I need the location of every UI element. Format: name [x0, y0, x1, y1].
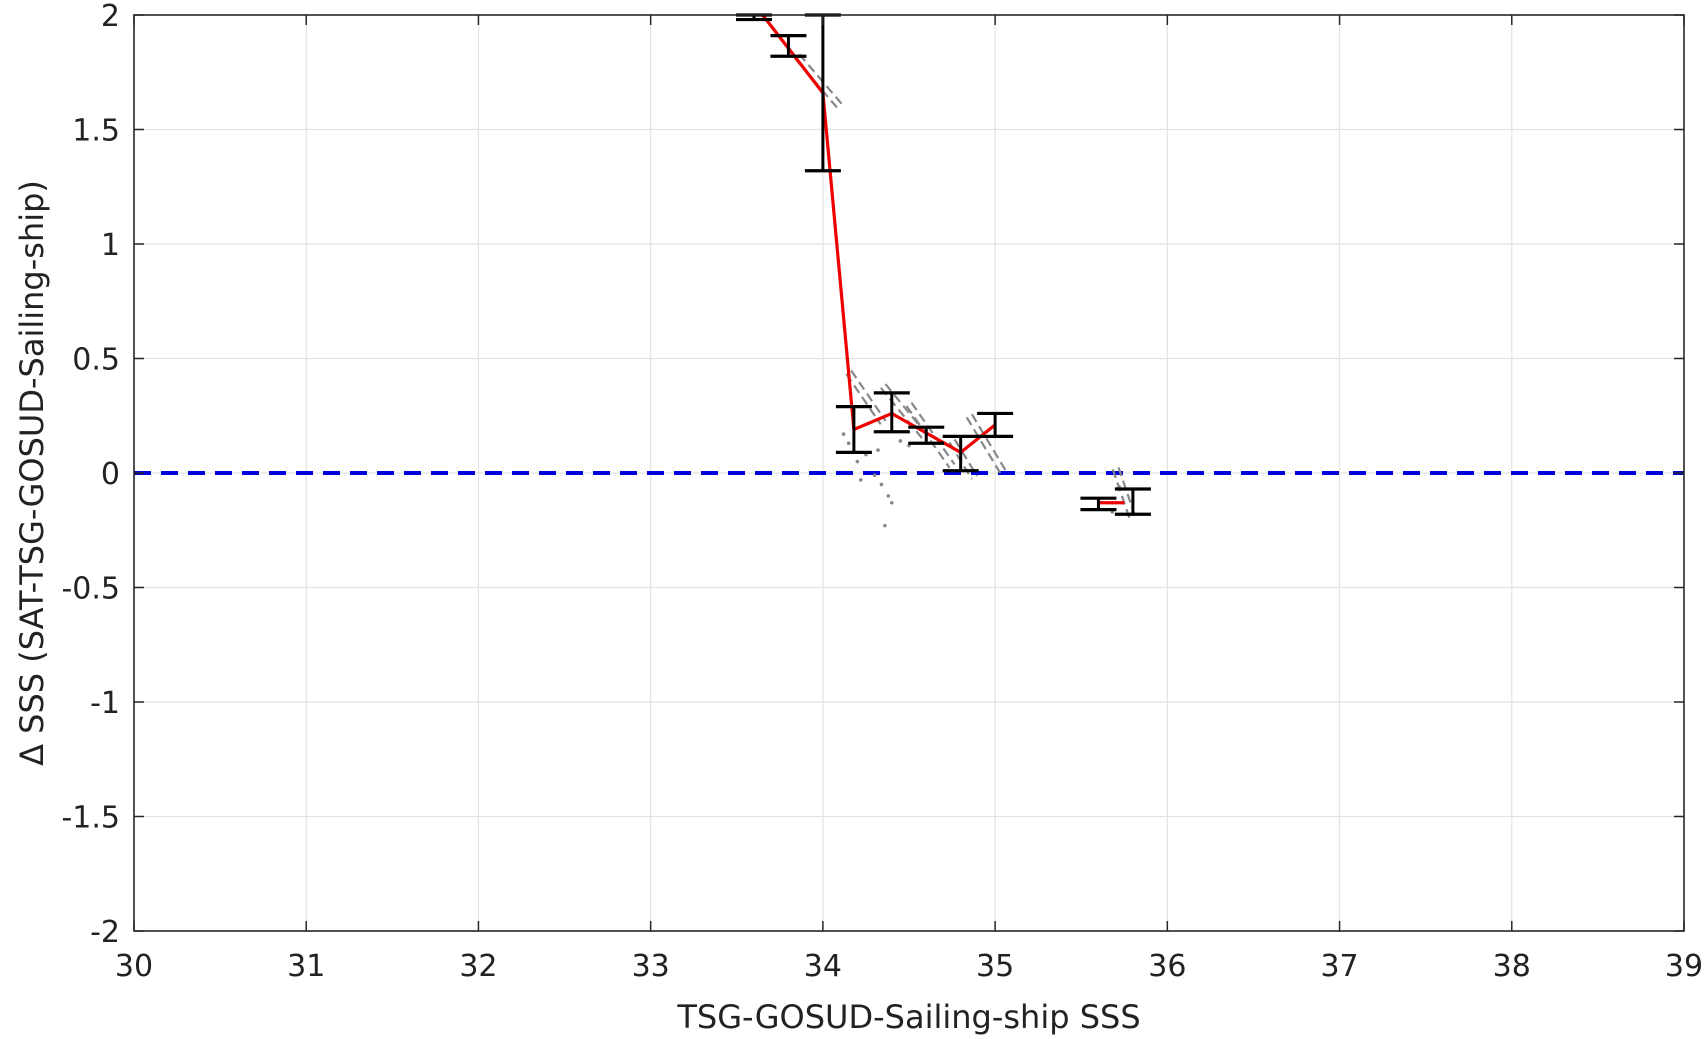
errorbar-layer: [736, 13, 1151, 516]
error-bar: [835, 404, 872, 454]
x-tick-label: 38: [1493, 949, 1531, 984]
error-bar: [804, 13, 841, 173]
scatter-layer: [841, 432, 1121, 528]
regression-segment: [970, 413, 1008, 473]
error-bar: [1114, 487, 1151, 516]
scatter-point: [898, 439, 903, 443]
frame-layer: [133, 14, 1685, 932]
regression-segment: [905, 405, 951, 469]
x-tick-label: 36: [1148, 949, 1186, 984]
y-tick-label: -1: [90, 686, 120, 721]
scatter-point: [872, 473, 877, 478]
x-tick-label: 33: [632, 949, 670, 984]
plot-frame: [133, 14, 1685, 932]
y-tick-label: 0: [101, 457, 120, 492]
error-bar: [908, 425, 945, 445]
x-tick-label: 34: [804, 949, 842, 984]
tick-label-layer: 30 31 32 33 34 35 36 37 38 39 -2 -1.5 -1 -0.5 0 0.5 1 1.5…: [61, 0, 1703, 984]
y-tick-label: 0.5: [72, 343, 120, 378]
regression-segment: [1111, 469, 1132, 521]
x-tick-label: 37: [1320, 949, 1358, 984]
x-tick-label: 35: [976, 949, 1014, 984]
y-tick-label: 1.5: [72, 114, 120, 149]
y-axis-label: Δ SSS (SAT-TSG-GOSUD-Sailing-ship): [13, 180, 51, 766]
x-axis-label: TSG-GOSUD-Sailing-ship SSS: [676, 998, 1140, 1036]
error-bar: [873, 391, 910, 434]
scatter-point: [883, 523, 887, 528]
y-tick-label: 1: [101, 228, 120, 263]
scatter-point: [846, 441, 851, 446]
regression-segment: [965, 416, 1003, 476]
error-bar: [942, 434, 979, 473]
scatter-point: [858, 478, 863, 482]
scatter-point: [855, 459, 860, 464]
x-tick-label: 30: [115, 949, 153, 984]
y-tick-label: 2: [101, 0, 120, 34]
x-tick-label: 31: [287, 949, 325, 984]
scatter-point: [886, 494, 891, 498]
error-bar: [977, 411, 1014, 438]
error-bar: [770, 34, 807, 58]
scatter-point: [879, 482, 884, 487]
x-tick-label: 39: [1665, 949, 1703, 984]
series-line-0: [761, 14, 997, 454]
regression-segment: [798, 53, 844, 106]
y-tick-label: -2: [90, 915, 120, 950]
regression-segment: [845, 373, 882, 425]
scatter-point: [841, 432, 846, 436]
regression-segment: [850, 369, 887, 422]
regression-segment: [910, 401, 956, 466]
x-tick-label: 32: [459, 949, 497, 984]
y-tick-label: -0.5: [61, 572, 120, 607]
error-bar: [1080, 496, 1117, 512]
regression-segment: [879, 387, 925, 442]
y-tick-label: -1.5: [61, 801, 120, 836]
series-layer: [761, 14, 1125, 505]
scatter-point: [889, 500, 894, 505]
scatter-point: [876, 448, 880, 452]
